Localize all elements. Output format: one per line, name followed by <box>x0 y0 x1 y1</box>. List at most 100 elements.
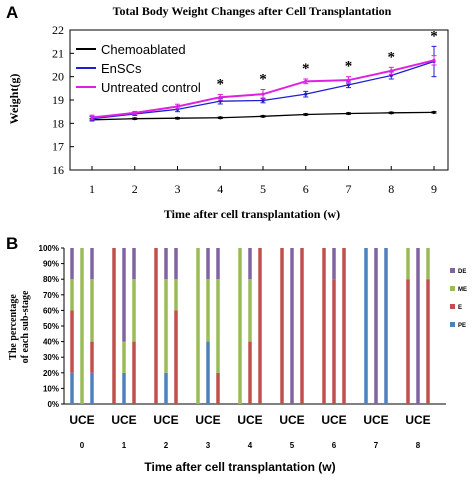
y-tick-label: 60% <box>43 306 59 315</box>
panel-a-title: Total Body Weight Changes after Cell Tra… <box>113 4 392 18</box>
bar-segment-me <box>132 279 136 342</box>
x-tick-label: 8 <box>388 182 394 196</box>
significance-marker: * <box>430 28 438 44</box>
y-tick-label: 80% <box>43 275 59 284</box>
bar-segment-me <box>216 279 220 373</box>
legend-label: EnSCs <box>101 61 142 76</box>
x-tick-label: 3 <box>206 441 211 450</box>
bar-segment-me <box>80 248 84 404</box>
data-point <box>133 117 137 121</box>
x-tick-label: 8 <box>416 441 421 450</box>
legend-swatch <box>450 322 455 327</box>
x-tick-label: 5 <box>290 441 295 450</box>
data-point <box>304 79 308 83</box>
legend-label: Untreated control <box>101 80 201 95</box>
bar-segment-de <box>374 248 378 404</box>
bar-segment-e <box>342 248 346 404</box>
bar-segment-pe <box>364 248 368 404</box>
data-point <box>261 98 265 103</box>
y-tick-label: 18 <box>52 116 64 130</box>
bar-segment-e <box>154 248 158 404</box>
data-point <box>133 111 137 115</box>
bar-group-label: UCE <box>363 413 388 427</box>
bar-segment-e <box>112 248 116 404</box>
y-tick-label: 22 <box>52 23 64 37</box>
y-tick-label: 30% <box>43 353 59 362</box>
y-tick-label: 20 <box>52 70 64 84</box>
x-tick-label: 4 <box>248 441 253 450</box>
x-tick-label: 0 <box>80 441 85 450</box>
y-tick-label: 70% <box>43 291 59 300</box>
bar-segment-e <box>300 248 304 404</box>
y-tick-label: 100% <box>39 244 59 253</box>
bar-segment-de <box>122 248 126 342</box>
bar-segment-pe <box>122 372 126 404</box>
bar-group-label: UCE <box>111 413 136 427</box>
bar-segment-e <box>70 310 74 373</box>
bar-segment-de <box>90 248 94 280</box>
legend-swatch <box>450 268 455 273</box>
x-tick-label: 1 <box>89 182 95 196</box>
panel-b-ylabel-line2: of each sub-stage <box>20 290 31 363</box>
bar-segment-e <box>332 279 336 404</box>
bar-segment-e <box>322 248 326 404</box>
bar-segment-de <box>132 248 136 280</box>
legend-swatch <box>450 286 455 291</box>
bar-group-label: UCE <box>153 413 178 427</box>
bar-group-label: UCE <box>237 413 262 427</box>
bar-segment-me <box>238 248 242 404</box>
bar-segment-me <box>206 279 210 342</box>
legend-label: PE <box>458 323 466 329</box>
bar-segment-me <box>426 248 430 280</box>
data-point <box>218 116 222 120</box>
bar-segment-de <box>70 248 74 280</box>
bar-segment-e <box>248 341 252 404</box>
x-tick-label: 2 <box>164 441 169 450</box>
y-tick-label: 21 <box>52 46 64 60</box>
bar-segment-me <box>174 279 178 311</box>
panel-a-label: A <box>6 3 18 22</box>
y-tick-label: 40% <box>43 338 59 347</box>
bar-segment-pe <box>384 248 388 404</box>
bar-segment-e <box>216 372 220 404</box>
bar-segment-pe <box>164 372 168 404</box>
x-tick-label: 3 <box>175 182 181 196</box>
significance-marker: * <box>217 76 225 92</box>
y-tick-label: 17 <box>52 140 64 154</box>
bar-segment-de <box>174 248 178 280</box>
y-tick-label: 20% <box>43 369 59 378</box>
bar-group-label: UCE <box>321 413 346 427</box>
panel-a-plot: 16 17 18 19 20 21 22 1 2 3 4 5 6 7 8 9 * * * * * * Chemoablate… <box>52 23 449 196</box>
legend-label: Chemoablated <box>101 42 186 57</box>
data-point <box>432 58 436 62</box>
bar-segment-e <box>258 248 262 404</box>
data-point <box>261 92 265 96</box>
bar-segment-de <box>416 248 420 404</box>
data-point <box>304 112 308 117</box>
legend-label: DE <box>458 269 466 275</box>
bar-segment-me <box>196 248 200 404</box>
x-tick-label: 2 <box>132 182 138 196</box>
data-point <box>389 111 393 115</box>
y-tick-label: 0% <box>47 400 59 409</box>
bar-segment-de <box>164 248 168 280</box>
bar-segment-e <box>132 341 136 404</box>
bar-segment-pe <box>70 372 74 404</box>
panel-a-xlabel: Time after cell transplantation (w) <box>164 207 340 221</box>
y-tick-label: 50% <box>43 322 59 331</box>
bar-segment-me <box>248 279 252 342</box>
data-point <box>346 111 351 116</box>
significance-marker: * <box>388 49 396 65</box>
data-point <box>90 115 94 120</box>
panel-b-plot: 0% 10% 20% 30% 40% 50% 60% 70% 80% 90% 100% UCE 0 UCE… <box>39 244 467 450</box>
bar-segment-de <box>248 248 252 280</box>
data-point <box>432 110 436 114</box>
bar-segment-me <box>70 279 74 311</box>
y-tick-label: 19 <box>52 93 64 107</box>
panel-a-ylabel: Weight(g) <box>7 74 21 125</box>
bar-segment-e <box>280 248 284 404</box>
legend-label: ME <box>458 287 467 293</box>
bar-segment-me <box>122 341 126 373</box>
legend-swatch <box>450 304 455 309</box>
bar-segment-de <box>332 248 336 280</box>
